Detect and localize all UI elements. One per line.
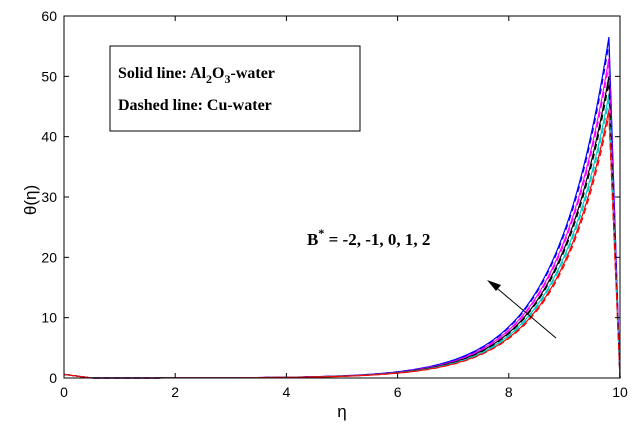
x-tick-label: 10 [612,384,628,400]
x-tick-label: 8 [505,384,513,400]
legend-solid-mid: O [212,65,224,82]
annotation-values: = -2, -1, 0, 1, 2 [324,230,430,249]
x-tick-label: 2 [171,384,179,400]
x-axis-label: η [337,402,346,421]
legend-frame [110,46,360,131]
x-tick-label: 0 [60,384,68,400]
y-tick-label: 60 [41,8,57,24]
y-tick-label: 50 [41,68,57,84]
legend-box: Solid line: Al2O3-water Dashed line: Cu-… [110,46,360,131]
x-tick-label: 4 [283,384,291,400]
x-tick-label: 6 [394,384,402,400]
parameter-annotation: B* = -2, -1, 0, 1, 2 [307,226,556,338]
y-tick-label: 0 [49,370,57,386]
y-tick-label: 40 [41,129,57,145]
legend-line-dashed: Dashed line: Cu-water [118,97,272,114]
legend-solid-prefix: Solid line: Al [118,65,207,82]
y-tick-label: 20 [41,249,57,265]
annotation-text: B* = -2, -1, 0, 1, 2 [307,226,430,249]
legend-solid-suffix: -water [230,65,274,82]
y-axis-label: θ(η) [21,185,40,215]
y-tick-label: 10 [41,310,57,326]
y-tick-label: 30 [41,189,57,205]
annotation-base: B [307,230,318,249]
